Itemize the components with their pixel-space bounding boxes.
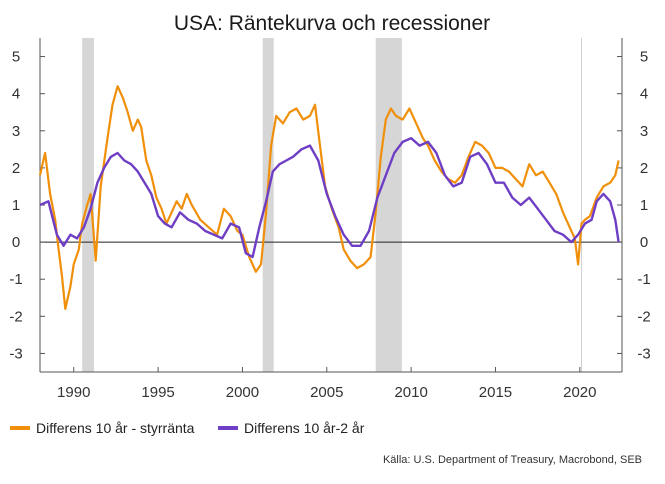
- legend-item-series-1: Differens 10 år - styrränta: [10, 420, 195, 436]
- y-tick-label-left: 0: [12, 234, 20, 251]
- y-tick-label-left: 2: [12, 160, 20, 177]
- series-lines: [38, 85, 620, 310]
- y-tick-label-right: 4: [640, 86, 648, 103]
- legend-label-series-1: Differens 10 år - styrränta: [36, 420, 195, 436]
- y-tick-label-left: -2: [9, 308, 22, 325]
- x-tick-label: 2015: [479, 384, 512, 401]
- series-line-2: [39, 137, 620, 259]
- x-tick-label: 2020: [563, 384, 596, 401]
- chart-title: USA: Räntekurva och recessioner: [174, 12, 490, 35]
- x-tick-label: 2000: [226, 384, 259, 401]
- y-tick-label-right: 5: [640, 49, 648, 66]
- recession-band-3: [375, 38, 402, 372]
- y-tick-label-right: -2: [637, 308, 650, 325]
- legend-label-series-2: Differens 10 år-2 år: [244, 420, 365, 436]
- legend: Differens 10 år - styrränta Differens 10…: [10, 420, 365, 436]
- x-tick-label: 1990: [57, 384, 90, 401]
- source-note: Källa: U.S. Department of Treasury, Macr…: [383, 454, 642, 466]
- x-axis-ticks: 1990 1995 2000 2005 2010 2015 2020: [57, 367, 597, 401]
- x-tick-label: 2005: [310, 384, 343, 401]
- y-tick-label-right: 1: [640, 197, 648, 214]
- x-tick-label: 2010: [394, 384, 427, 401]
- recession-bands: [82, 38, 402, 372]
- x-tick-label: 1995: [141, 384, 174, 401]
- y-tick-label-right: -3: [637, 345, 650, 362]
- y-axis-left-ticks: 5 4 3 2 1 0 -1 -2 -3: [9, 49, 45, 362]
- y-tick-label-right: 0: [640, 234, 648, 251]
- legend-item-series-2: Differens 10 år-2 år: [218, 420, 365, 436]
- y-tick-label-right: 2: [640, 160, 648, 177]
- y-tick-label-left: 4: [12, 86, 20, 103]
- y-tick-label-left: -1: [9, 271, 22, 288]
- y-tick-label-left: 5: [12, 49, 20, 66]
- y-tick-label-right: 3: [640, 123, 648, 140]
- y-tick-label-right: -1: [637, 271, 650, 288]
- series-line-1: [38, 85, 620, 310]
- y-tick-label-left: 3: [12, 123, 20, 140]
- y-tick-label-left: -3: [9, 345, 22, 362]
- y-tick-label-left: 1: [12, 197, 20, 214]
- y-axis-right-ticks: 5 4 3 2 1 0 -1 -2 -3: [617, 49, 651, 362]
- recession-band-2: [262, 38, 274, 372]
